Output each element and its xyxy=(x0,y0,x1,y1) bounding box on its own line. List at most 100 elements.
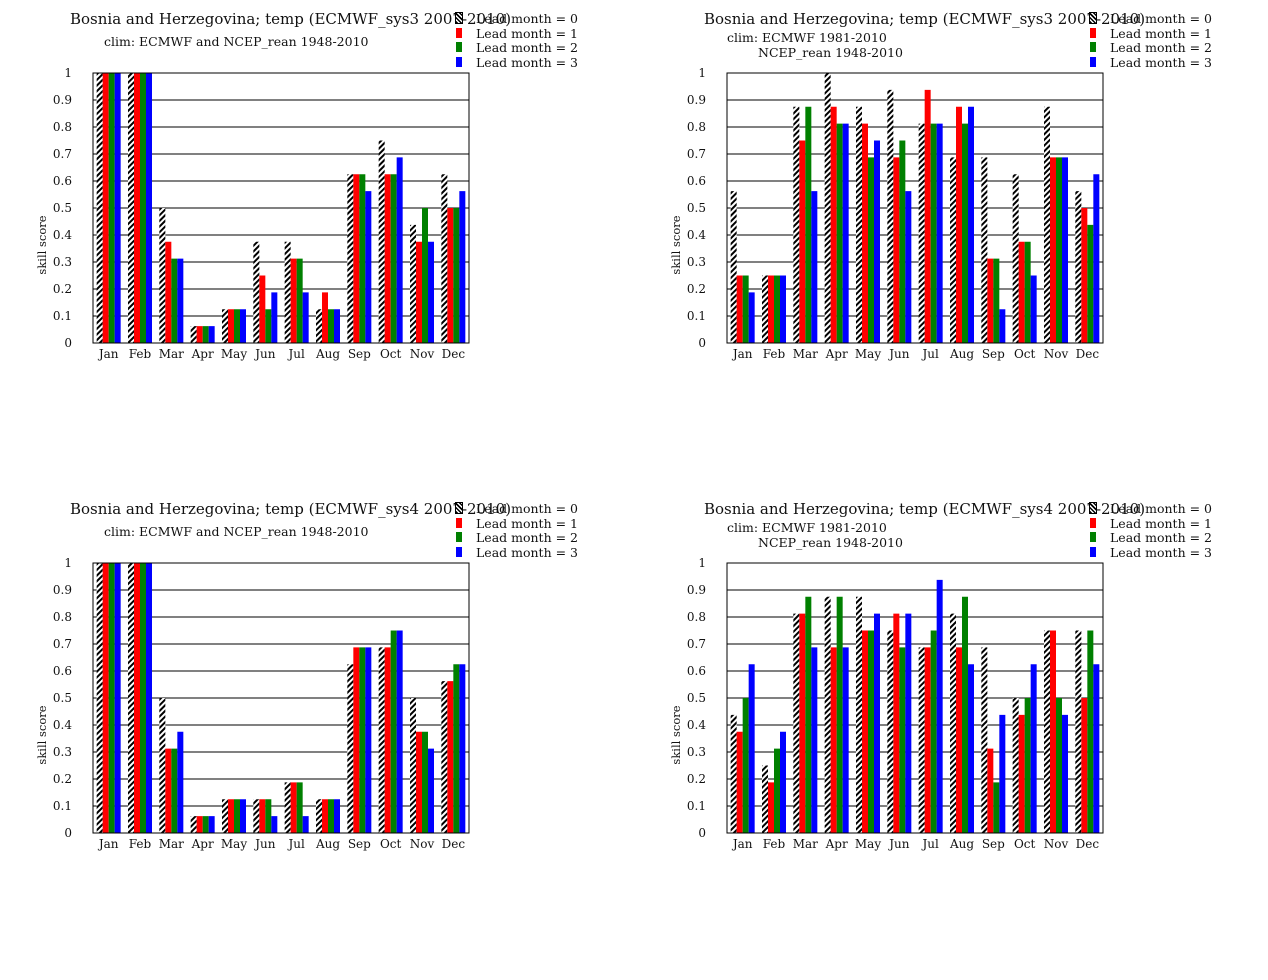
x-tick-label: Apr xyxy=(191,837,214,851)
bar-mar-lead-3 xyxy=(177,258,184,343)
bar-feb-lead-0 xyxy=(762,765,768,833)
bar-aug-lead-2 xyxy=(328,309,334,343)
legend-swatch xyxy=(456,517,462,528)
bar-oct-lead-0 xyxy=(1012,174,1019,343)
bar-jan-lead-2 xyxy=(742,698,749,833)
bar-dec-lead-2 xyxy=(453,664,460,833)
bar-mar-lead-2 xyxy=(805,106,812,343)
bar-jun-lead-2 xyxy=(265,309,272,343)
y-tick-label: 0.3 xyxy=(53,745,72,759)
bar-oct-lead-0 xyxy=(378,140,385,343)
bar-apr-lead-0 xyxy=(824,596,831,833)
bar-aug-lead-0 xyxy=(316,799,322,833)
legend-label: Lead month = 0 xyxy=(1110,11,1213,26)
bar-jul-lead-2 xyxy=(930,630,937,833)
bar-oct-lead-3 xyxy=(396,157,403,343)
bar-oct-lead-1 xyxy=(384,647,391,833)
bar-aug-lead-1 xyxy=(956,647,962,833)
bar-dec-lead-1 xyxy=(447,681,454,833)
bar-jul-lead-1 xyxy=(290,258,297,343)
bar-oct-lead-1 xyxy=(1018,714,1025,833)
bar-sep-lead-2 xyxy=(359,174,366,343)
y-tick-label: 0.7 xyxy=(687,637,706,651)
legend-swatch xyxy=(456,546,462,557)
bar-feb-lead-3 xyxy=(780,731,786,833)
bar-jan-lead-3 xyxy=(748,292,755,343)
bar-aug-lead-1 xyxy=(322,292,328,343)
y-tick-label: 0.8 xyxy=(687,120,706,134)
x-tick-label: Dec xyxy=(442,837,466,851)
legend-label: Lead month = 2 xyxy=(1110,530,1213,545)
bar-jan-lead-0 xyxy=(730,714,737,833)
bar-oct-lead-0 xyxy=(378,647,385,833)
bar-dec-lead-0 xyxy=(441,681,448,833)
x-tick-label: Aug xyxy=(315,347,340,361)
bar-jan-lead-1 xyxy=(102,73,109,343)
y-tick-label: 0.9 xyxy=(53,93,72,107)
bar-feb-lead-1 xyxy=(134,73,140,343)
bar-mar-lead-3 xyxy=(811,191,818,343)
bar-nov-lead-2 xyxy=(1056,698,1062,833)
bar-jul-lead-1 xyxy=(924,89,931,343)
bar-may-lead-0 xyxy=(856,596,862,833)
bar-sep-lead-0 xyxy=(347,174,354,343)
bar-oct-lead-1 xyxy=(384,174,391,343)
bar-sep-lead-1 xyxy=(987,258,994,343)
bar-jan-lead-2 xyxy=(108,563,115,833)
y-tick-label: 0.1 xyxy=(687,799,706,813)
bar-jul-lead-3 xyxy=(936,579,943,833)
bar-plot: 0 0.1 0.2 0.3 0.4 0.5 0.6 0.7 0.8 0.9 1 Jan Feb Mar Ap… xyxy=(687,556,1104,851)
legend-swatch xyxy=(1090,27,1096,38)
x-tick-label: Jan xyxy=(97,837,119,851)
bar-jul-lead-2 xyxy=(296,258,303,343)
bar-mar-lead-0 xyxy=(793,106,800,343)
x-tick-label: May xyxy=(855,347,881,361)
y-tick-label: 0.5 xyxy=(53,691,72,705)
bar-may-lead-1 xyxy=(228,799,234,833)
bar-jul-lead-0 xyxy=(284,782,291,833)
bar-jul-lead-2 xyxy=(296,782,303,833)
bar-sep-lead-3 xyxy=(365,647,372,833)
y-tick-label: 0 xyxy=(64,826,72,840)
y-tick-label: 0 xyxy=(698,336,706,350)
bar-may-lead-3 xyxy=(240,309,246,343)
bar-jun-lead-0 xyxy=(253,799,260,833)
y-tick-label: 0.8 xyxy=(53,120,72,134)
bar-jun-lead-3 xyxy=(905,613,912,833)
bar-nov-lead-1 xyxy=(1050,157,1056,343)
y-tick-label: 0.4 xyxy=(53,228,72,242)
bar-nov-lead-3 xyxy=(428,748,434,833)
bar-aug-lead-0 xyxy=(950,613,956,833)
bar-jan-lead-1 xyxy=(736,731,743,833)
bar-aug-lead-3 xyxy=(968,664,974,833)
x-tick-label: Mar xyxy=(793,347,818,361)
legend-label: Lead month = 1 xyxy=(476,25,579,41)
y-tick-label: 1 xyxy=(698,556,706,570)
bar-aug-lead-1 xyxy=(956,106,962,343)
bar-oct-lead-2 xyxy=(390,630,397,833)
x-tick-label: Nov xyxy=(410,347,435,361)
x-tick-label: Mar xyxy=(159,347,184,361)
bar-jun-lead-0 xyxy=(253,241,260,343)
bar-oct-lead-2 xyxy=(390,174,397,343)
bar-mar-lead-1 xyxy=(799,140,806,343)
y-tick-label: 0.6 xyxy=(53,664,72,678)
y-tick-label: 0.1 xyxy=(53,309,72,323)
bar-nov-lead-1 xyxy=(1050,630,1056,833)
bar-dec-lead-0 xyxy=(441,174,448,343)
bar-apr-lead-0 xyxy=(190,326,197,343)
legend-label: Lead month = 2 xyxy=(1110,40,1213,55)
x-tick-label: Aug xyxy=(949,347,974,361)
x-tick-label: Mar xyxy=(159,837,184,851)
bar-apr-lead-1 xyxy=(830,106,837,343)
bar-apr-lead-2 xyxy=(836,596,843,833)
bar-apr-lead-2 xyxy=(202,816,209,833)
bar-apr-lead-0 xyxy=(190,816,197,833)
bar-apr-lead-3 xyxy=(208,816,215,833)
bar-nov-lead-0 xyxy=(410,698,416,833)
bar-mar-lead-1 xyxy=(165,241,172,343)
chart-clim-note: clim: ECMWF and NCEP_rean 1948-2010 xyxy=(104,34,368,49)
y-tick-label: 0.7 xyxy=(687,147,706,161)
bar-oct-lead-2 xyxy=(1024,698,1031,833)
bar-nov-lead-3 xyxy=(1062,157,1068,343)
